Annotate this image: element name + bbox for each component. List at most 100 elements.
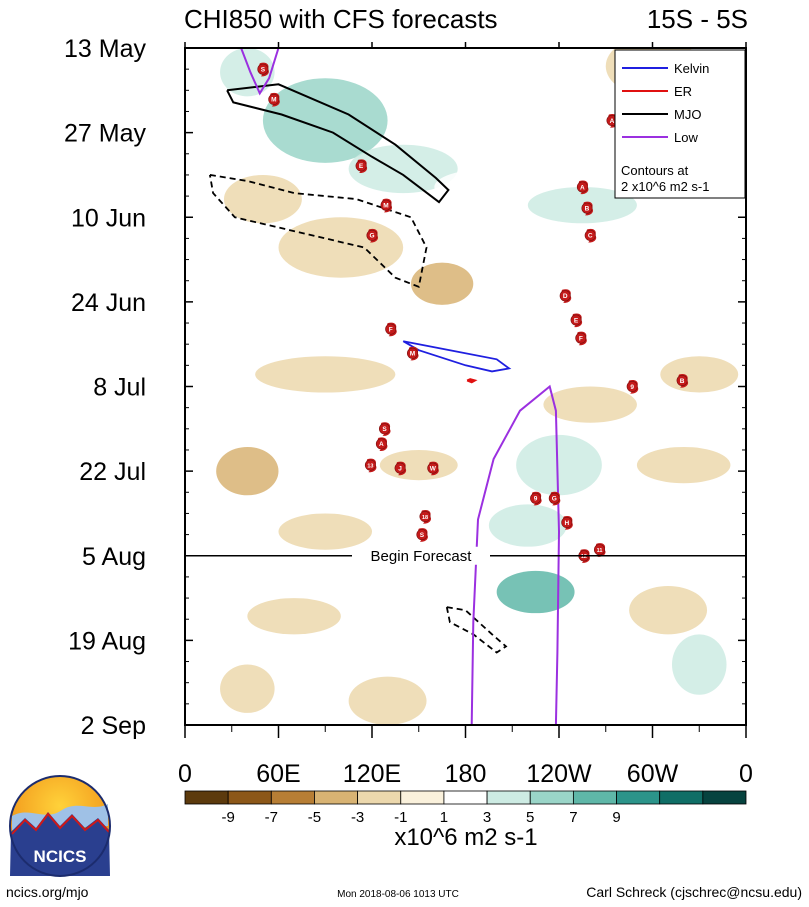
colorbar-segment-11 bbox=[659, 790, 704, 805]
legend-label-er: ER bbox=[674, 84, 692, 99]
footer-url: ncics.org/mjo bbox=[6, 884, 89, 900]
storm-id: E bbox=[574, 317, 579, 324]
storm-marker-21: 9 bbox=[626, 379, 639, 394]
x-tick-label: 180 bbox=[445, 760, 487, 788]
storm-badge bbox=[548, 492, 560, 504]
storm-track-layer: S M E M G F M S A 13 J W 18 S A A B C D E F 9 B 9 G H 12 11 bbox=[257, 62, 689, 563]
storm-marker-24: G bbox=[548, 491, 561, 506]
storm-id: A bbox=[580, 184, 585, 191]
colorbar-segment-12 bbox=[702, 790, 747, 805]
y-tick-label: 2 Sep bbox=[81, 712, 146, 740]
storm-id: H bbox=[564, 520, 569, 527]
storm-marker-19: E bbox=[570, 313, 583, 328]
storm-marker-12: 18 bbox=[419, 509, 432, 524]
footer-credit: Carl Schreck (cjschrec@ncsu.edu) bbox=[586, 884, 802, 900]
anomaly-patch-10 bbox=[309, 298, 435, 354]
storm-marker-3: M bbox=[380, 198, 393, 213]
storm-id: A bbox=[379, 441, 384, 448]
x-tick-label: 0 bbox=[739, 760, 753, 788]
storm-marker-13: S bbox=[416, 528, 428, 542]
colorbar-tick-label: -1 bbox=[394, 809, 407, 826]
storm-id: M bbox=[410, 351, 415, 358]
anomaly-patch-14 bbox=[660, 356, 739, 393]
storm-id: S bbox=[261, 67, 266, 74]
storm-marker-0: S bbox=[257, 62, 269, 77]
logo-wave-upper bbox=[12, 804, 108, 830]
legend-label-mjo: MJO bbox=[674, 107, 701, 122]
storm-badge bbox=[576, 181, 588, 193]
storm-id: 13 bbox=[367, 463, 373, 469]
colorbar-segment-1 bbox=[227, 790, 272, 805]
storm-id: M bbox=[383, 203, 388, 210]
storm-marker-20: F bbox=[575, 331, 587, 346]
anomaly-patch-13 bbox=[543, 386, 637, 423]
storm-marker-25: H bbox=[561, 515, 573, 530]
storm-marker-4: G bbox=[366, 228, 379, 243]
anomaly-patch-4 bbox=[527, 187, 637, 224]
storm-badge bbox=[559, 290, 571, 302]
colorbar-tick-label: 5 bbox=[526, 809, 534, 826]
storm-badge bbox=[355, 160, 367, 172]
anomaly-field bbox=[216, 48, 739, 725]
y-tick-label: 22 Jul bbox=[79, 458, 146, 486]
x-tick-label: 60E bbox=[256, 760, 300, 788]
anomaly-patch-7 bbox=[278, 217, 404, 278]
storm-id: J bbox=[398, 465, 402, 472]
legend-label-kelvin: Kelvin bbox=[674, 61, 709, 76]
storm-marker-5: F bbox=[385, 322, 397, 337]
colorbar-tick-label: 3 bbox=[483, 809, 491, 826]
storm-badge bbox=[676, 375, 688, 386]
storm-badge bbox=[375, 438, 387, 450]
forecast-label-background bbox=[352, 546, 490, 565]
storm-marker-6: M bbox=[407, 346, 419, 361]
ncics-logo: NCICS bbox=[9, 775, 111, 877]
anomaly-patch-1 bbox=[262, 78, 388, 163]
storm-badge bbox=[385, 323, 397, 335]
storm-id: F bbox=[579, 335, 583, 342]
storm-id: 9 bbox=[630, 384, 634, 391]
storm-id: 12 bbox=[581, 554, 587, 560]
anomaly-patch-25 bbox=[220, 664, 275, 713]
colorbar-tick-label: 7 bbox=[569, 809, 577, 826]
storm-id: M bbox=[271, 97, 276, 104]
storm-badge bbox=[570, 314, 582, 326]
storm-badge bbox=[419, 511, 431, 522]
chart-title: CHI850 with CFS forecasts bbox=[184, 4, 498, 34]
legend-contour-note-line2: 2 x10^6 m2 s-1 bbox=[621, 179, 709, 194]
storm-badge bbox=[366, 229, 378, 241]
colorbar-segment-0 bbox=[184, 790, 229, 805]
x-tick-label: 120W bbox=[526, 760, 592, 788]
colorbar-tick-label: -7 bbox=[265, 809, 278, 826]
colorbar-tick-label: -9 bbox=[221, 809, 234, 826]
colorbar-tick-label: -5 bbox=[308, 809, 321, 826]
anomaly-patch-0 bbox=[220, 48, 275, 97]
region-label: 15S - 5S bbox=[647, 4, 748, 34]
logo-ridge bbox=[11, 812, 110, 835]
low-contour-0 bbox=[240, 48, 280, 96]
colorbar-tick-label: -3 bbox=[351, 809, 364, 826]
colorbar-segment-5 bbox=[400, 790, 445, 805]
storm-id: S bbox=[382, 426, 387, 433]
storm-badge bbox=[581, 202, 593, 214]
colorbar-segment-6 bbox=[443, 790, 488, 805]
colorbar-segment-3 bbox=[314, 790, 359, 805]
anomaly-patch-3 bbox=[434, 168, 544, 206]
storm-badge bbox=[561, 517, 573, 528]
storm-id: W bbox=[430, 465, 437, 472]
storm-marker-22: B bbox=[676, 373, 689, 388]
storm-id: C bbox=[588, 233, 593, 240]
legend-label-low: Low bbox=[674, 130, 698, 145]
storm-marker-18: D bbox=[559, 289, 572, 303]
storm-id: B bbox=[680, 378, 685, 385]
colorbar-tick-label: 1 bbox=[440, 809, 448, 826]
storm-badge bbox=[416, 529, 428, 541]
storm-badge bbox=[407, 347, 418, 359]
y-tick-label: 10 Jun bbox=[71, 204, 146, 232]
storm-badge bbox=[257, 63, 269, 75]
storm-id: G bbox=[369, 233, 374, 240]
mjo-contour-wet bbox=[226, 83, 450, 204]
anomaly-patch-8 bbox=[410, 262, 474, 305]
y-axis: 13 May 27 May 10 Jun 24 Jun 8 Jul 22 Jul 5 Aug… bbox=[64, 35, 746, 740]
anomaly-patch-18 bbox=[636, 446, 731, 484]
low-contour-1 bbox=[470, 384, 561, 725]
